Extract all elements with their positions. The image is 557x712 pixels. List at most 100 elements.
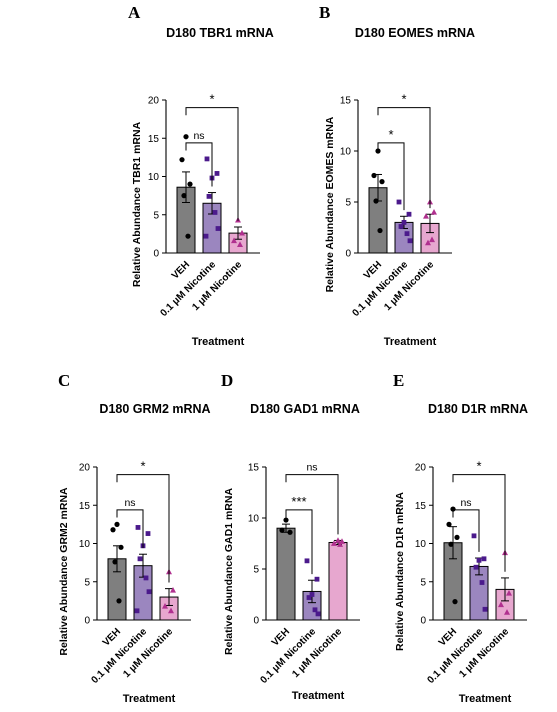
data-point [231,237,237,244]
data-point [448,541,454,547]
data-point [404,231,410,237]
y-tick-label: 20 [148,96,160,107]
data-point [401,220,407,225]
x-axis-label: Treatment [384,336,437,348]
data-point [287,529,293,535]
data-point [116,598,122,604]
y-tick-label: 5 [253,565,259,576]
x-axis-label: Treatment [292,690,345,702]
data-point [112,559,118,565]
y-tick-label: 0 [253,616,259,627]
y-tick-label: 20 [79,463,91,474]
significance-bracket [377,142,405,211]
y-axis-label: Relative Abundance GAD1 mRNA [223,488,235,655]
significance-bracket [185,107,239,221]
chart-group: D180 GRM2 mRNA 0 5 10 15 20 Relative Abundance… [58,402,211,705]
data-point [237,241,243,247]
data-point [314,576,320,582]
panel-letter-c: C [58,371,71,390]
data-point [143,575,149,581]
data-point [406,211,412,217]
data-point [239,229,245,236]
data-point [375,148,381,154]
chart-group: D180 D1R mRNA 0 5 10 15 20 Relative Abundance … [394,402,528,705]
data-point [135,525,141,530]
data-point [309,592,315,597]
data-point [279,527,285,533]
data-point [335,537,341,543]
y-tick-label: 15 [415,501,427,512]
data-point [312,607,318,613]
y-tick-label: 15 [248,463,260,474]
data-point [373,198,379,204]
data-point [283,517,289,523]
data-point [473,564,479,570]
y-tick-label: 0 [420,616,426,627]
data-point [185,233,191,239]
data-point [110,527,116,533]
data-point [137,556,143,562]
y-axis-label: Relative Abundance D1R mRNA [394,492,406,651]
data-point [476,557,482,563]
significance-bracket [452,474,506,572]
panel-letter-a: A [128,3,141,22]
data-point [482,606,488,612]
y-axis-label: Relative Abundance GRM2 mRNA [58,487,70,656]
data-point [446,521,452,527]
data-point [146,589,152,595]
y-tick-label: 10 [79,539,91,550]
data-point [407,238,413,244]
significance-label: *** [291,494,306,509]
data-point [183,134,189,140]
data-point [377,227,383,234]
y-tick-label: 0 [153,249,159,260]
data-point [118,544,124,550]
y-tick-label: 0 [84,616,90,627]
data-point [504,609,510,615]
data-point [379,179,385,185]
y-tick-label: 20 [415,463,427,474]
data-point [204,156,210,162]
y-tick-label: 5 [84,577,90,588]
panel-letter-d: D [221,371,234,390]
y-axis-label: Relative Abundance TBR1 mRNA [131,121,143,287]
y-axis-label: Relative Abundance EOMES mRNA [324,116,336,292]
significance-label: * [388,127,393,142]
significance-bracket [116,509,144,549]
data-point [498,601,504,608]
data-point [398,224,404,229]
chart-title: D180 EOMES mRNA [355,26,475,40]
data-point [187,181,193,187]
data-point [170,586,176,593]
data-point [337,541,343,547]
y-tick-label: 10 [415,539,427,550]
significance-label: * [209,92,214,107]
significance-bracket [377,107,431,209]
significance-label: ns [460,497,471,509]
data-point [212,210,218,215]
data-point [179,157,185,163]
data-point [206,193,212,199]
y-tick-label: 0 [345,249,351,260]
chart-title: D180 GAD1 mRNA [250,402,360,416]
x-tick-label: VEH [437,626,459,648]
data-point [431,209,437,215]
data-point [114,521,120,527]
data-point [304,558,310,564]
y-tick-label: 5 [345,198,351,209]
data-point [396,199,402,205]
significance-bracket [452,509,480,552]
chart-title: D180 GRM2 mRNA [99,402,210,416]
data-point [134,608,140,614]
data-point [479,580,485,585]
significance-bracket [185,142,213,187]
y-tick-label: 5 [153,210,159,221]
y-tick-label: 15 [340,96,352,107]
y-tick-label: 15 [79,501,91,512]
data-point [331,540,337,546]
